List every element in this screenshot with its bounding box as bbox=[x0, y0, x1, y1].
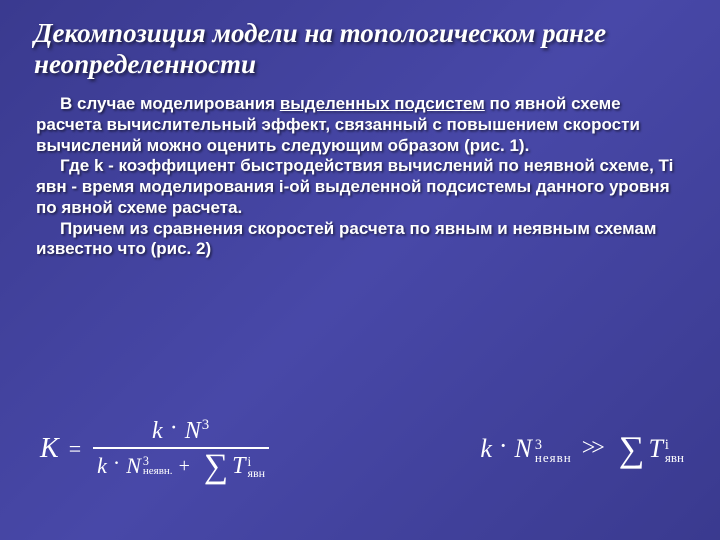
rhs-T-subsup: iявн bbox=[665, 439, 684, 464]
den-k: k bbox=[97, 455, 107, 477]
body-text: В случае моделирования выделенных подсис… bbox=[30, 94, 690, 260]
plus-sign: + bbox=[173, 456, 196, 476]
paragraph-2: Где k - коэффициент быстродействия вычис… bbox=[36, 156, 684, 218]
much-greater-than: >> bbox=[572, 435, 611, 462]
r-N-sub: неявн bbox=[535, 452, 572, 464]
T-symbol: T bbox=[232, 453, 245, 479]
equals-sign: = bbox=[69, 436, 81, 462]
paragraph-1: В случае моделирования выделенных подсис… bbox=[36, 94, 684, 156]
sum-block: ∑ Tiявн bbox=[196, 453, 265, 480]
sigma-icon: ∑ bbox=[204, 453, 228, 480]
rhs-sum: ∑ Tiявн bbox=[611, 434, 684, 464]
den-T-subsup: iявн bbox=[247, 456, 265, 479]
den-N-sub: неявн. bbox=[143, 467, 173, 477]
numerator: k·N3 bbox=[152, 418, 210, 443]
r-N-subsup: 3неявн bbox=[535, 439, 572, 464]
rhs-T-sub: явн bbox=[665, 452, 684, 464]
rhs-T: Tiявн bbox=[648, 434, 684, 464]
formula-left: K = k·N3 k·N3неявн. + ∑ Tiявн bbox=[40, 418, 269, 480]
num-N: N bbox=[185, 418, 202, 444]
num-sup: 3 bbox=[202, 417, 210, 433]
r-k: k bbox=[480, 434, 493, 463]
den-T-sub: явн bbox=[247, 468, 265, 479]
slide-title: Декомпозиция модели на топологическом ра… bbox=[30, 18, 690, 80]
symbol-K: K bbox=[40, 433, 59, 465]
denominator: k·N3неявн. + ∑ Tiявн bbox=[93, 453, 269, 480]
paragraph-3: Причем из сравнения скоростей расчета по… bbox=[36, 219, 684, 260]
r-dot: · bbox=[493, 431, 515, 460]
formula-row: K = k·N3 k·N3неявн. + ∑ Tiявн k·N3неявн bbox=[0, 418, 720, 480]
den-T: Tiявн bbox=[232, 454, 265, 479]
fraction-bar bbox=[93, 447, 269, 449]
fraction: k·N3 k·N3неявн. + ∑ Tiявн bbox=[93, 418, 269, 480]
num-dot: · bbox=[164, 415, 185, 441]
p1-underlined: выделенных подсистем bbox=[280, 94, 485, 113]
rhs-T-symbol: T bbox=[648, 434, 662, 463]
rhs-lhs: k·N3неявн bbox=[480, 434, 571, 464]
den-dot: · bbox=[107, 452, 126, 474]
p1-a: В случае моделирования bbox=[60, 94, 280, 113]
r-N: N bbox=[515, 434, 533, 463]
num-k: k bbox=[152, 418, 164, 444]
sigma-icon-right: ∑ bbox=[619, 435, 645, 464]
formula-right: k·N3неявн >> ∑ Tiявн bbox=[480, 434, 684, 464]
den-N: N bbox=[126, 455, 141, 477]
den-N-subsup: 3неявн. bbox=[143, 456, 173, 477]
